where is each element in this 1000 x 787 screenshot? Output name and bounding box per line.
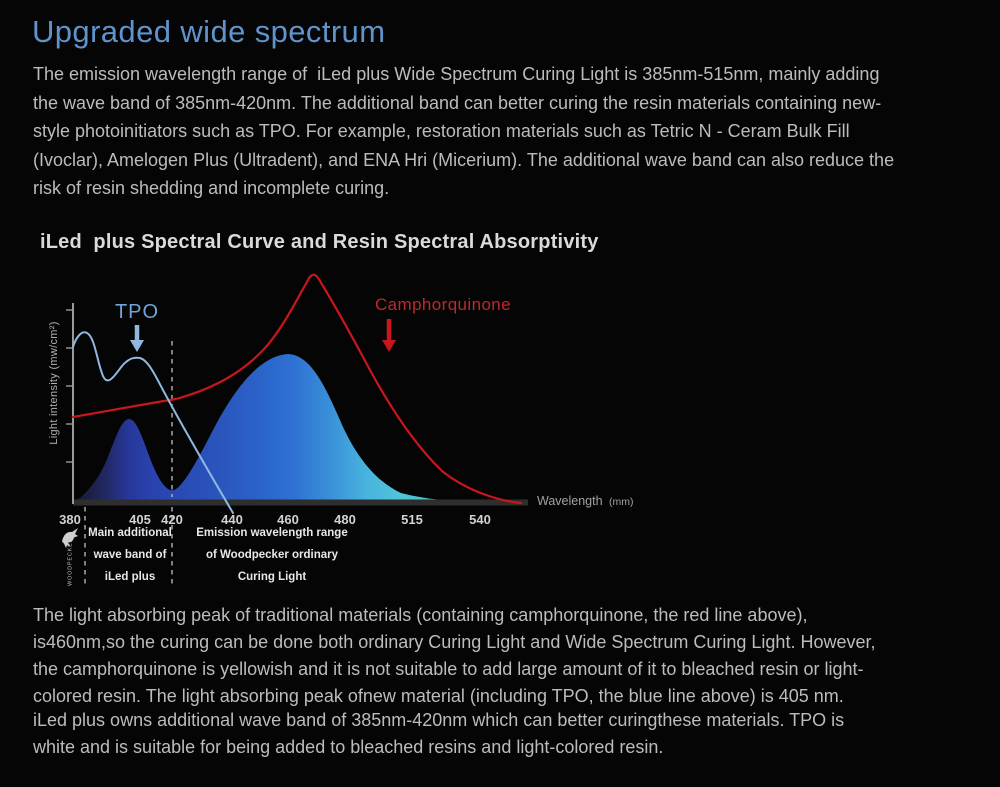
woodpecker-bird-icon: [62, 528, 78, 548]
x-axis-label: Wavelength (mm): [537, 494, 634, 508]
woodpecker-logo-text: WOODPECKER: [68, 538, 74, 586]
body-paragraph-1: The light absorbing peak of traditional …: [33, 605, 876, 706]
x-axis-bar: [73, 499, 528, 506]
x-tick-515: 515: [401, 512, 423, 527]
x-tick-460: 460: [277, 512, 299, 527]
svg-text:Emission wavelength range: Emission wavelength range: [196, 527, 347, 539]
svg-text:iLed plus: iLed plus: [105, 571, 155, 583]
page-title: Upgraded wide spectrum: [32, 14, 386, 49]
x-tick-420: 420: [161, 512, 183, 527]
tpo-curve: [72, 331, 234, 514]
x-tick-480: 480: [334, 512, 356, 527]
intro-paragraph: The emission wavelength range of iLed pl…: [33, 64, 895, 199]
x-tick-380: 380: [59, 512, 81, 527]
svg-text:Main additional: Main additional: [88, 527, 172, 539]
camphorquinone-label: Camphorquinone: [375, 295, 511, 314]
emission-spectrum-area: [73, 354, 528, 504]
svg-text:of Woodpecker ordinary: of Woodpecker ordinary: [206, 549, 339, 561]
tpo-arrow-icon: [130, 325, 144, 352]
x-tick-440: 440: [221, 512, 243, 527]
spectral-chart: TPO Camphorquinone Light intensity (mw/c…: [48, 273, 634, 586]
camphorquinone-arrow-icon: [382, 319, 396, 352]
annotation-ordinary-range: Emission wavelength range of Woodpecker …: [196, 527, 347, 583]
x-tick-405: 405: [129, 512, 151, 527]
x-tick-labels: 380 405 420 440 460 480 515 540: [59, 512, 491, 527]
annotation-additional-band: Main additional wave band of iLed plus: [88, 527, 172, 583]
tpo-label: TPO: [115, 301, 159, 323]
y-axis-ticks: [66, 309, 73, 463]
svg-text:Curing Light: Curing Light: [238, 571, 307, 583]
body-paragraph-2: iLed plus owns additional wave band of 3…: [33, 710, 845, 757]
camphorquinone-curve: [71, 273, 523, 505]
chart-title: iLed plus Spectral Curve and Resin Spect…: [40, 231, 599, 253]
x-tick-540: 540: [469, 512, 491, 527]
woodpecker-logo: WOODPECKER: [62, 528, 78, 586]
y-axis-label: Light intensity (mw/cm²): [48, 321, 60, 444]
svg-text:wave band of: wave band of: [93, 549, 167, 561]
